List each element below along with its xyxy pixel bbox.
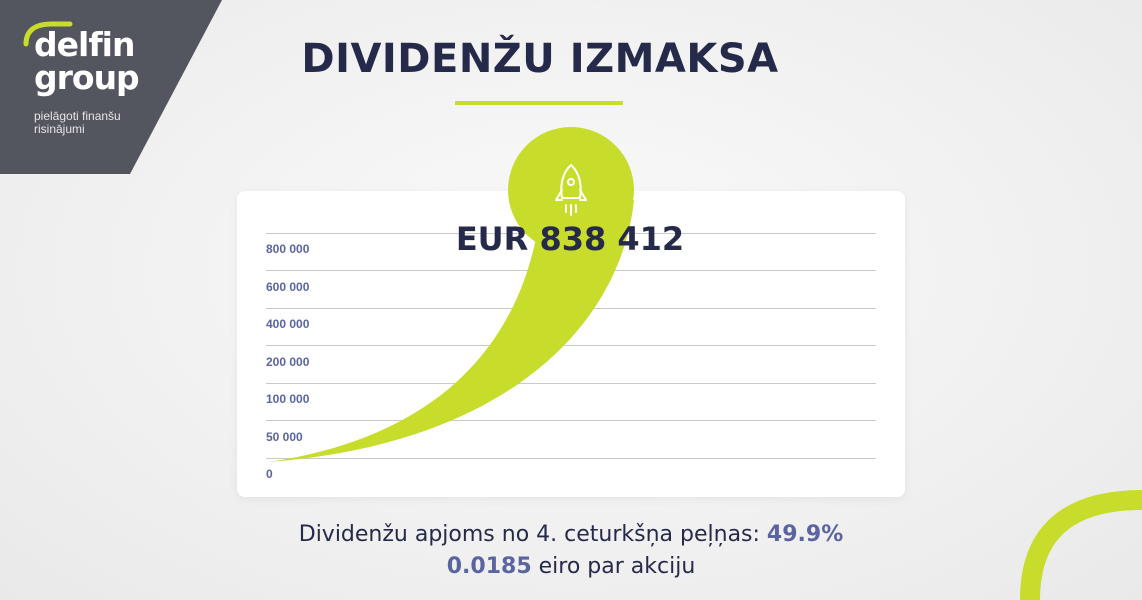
per-share-line: 0.0185 eiro par akciju [0, 554, 1142, 579]
gridline [266, 383, 876, 384]
brand-logo[interactable]: delfin group [34, 25, 140, 97]
payout-ratio-line: Dividenžu apjoms no 4. ceturkšņa peļņas:… [0, 522, 1142, 547]
highlight-circle [508, 127, 634, 253]
gridline [266, 420, 876, 421]
rocket-icon [555, 164, 587, 216]
gridline [266, 458, 876, 459]
y-tick-label: 200 000 [266, 355, 310, 369]
per-share-value: 0.0185 [446, 554, 532, 579]
payout-ratio-label: Dividenžu apjoms no 4. ceturkšņa peļņas: [298, 522, 767, 547]
page-title: DIVIDENŽU IZMAKSA [301, 36, 779, 82]
growth-curve [268, 200, 634, 462]
y-tick-label: 400 000 [266, 317, 310, 331]
brand-tagline: pielāgoti finanšu risinājumi [34, 109, 121, 136]
y-tick-label: 50 000 [266, 430, 303, 444]
y-tick-label: 0 [266, 467, 273, 481]
payout-ratio-value: 49.9% [766, 522, 844, 547]
y-tick-label: 800 000 [266, 242, 310, 256]
dividend-amount: EUR 838 412 [455, 220, 685, 258]
brand-name-line2: group [34, 58, 140, 97]
y-tick-label: 100 000 [266, 392, 310, 406]
brand-name-line1: delfin [34, 25, 135, 64]
title-underline [455, 101, 623, 105]
gridline [266, 345, 876, 346]
decorative-arc-icon [1020, 490, 1142, 600]
per-share-label: eiro par akciju [531, 554, 696, 579]
y-tick-label: 600 000 [266, 280, 310, 294]
logo-arc-icon [23, 21, 73, 47]
